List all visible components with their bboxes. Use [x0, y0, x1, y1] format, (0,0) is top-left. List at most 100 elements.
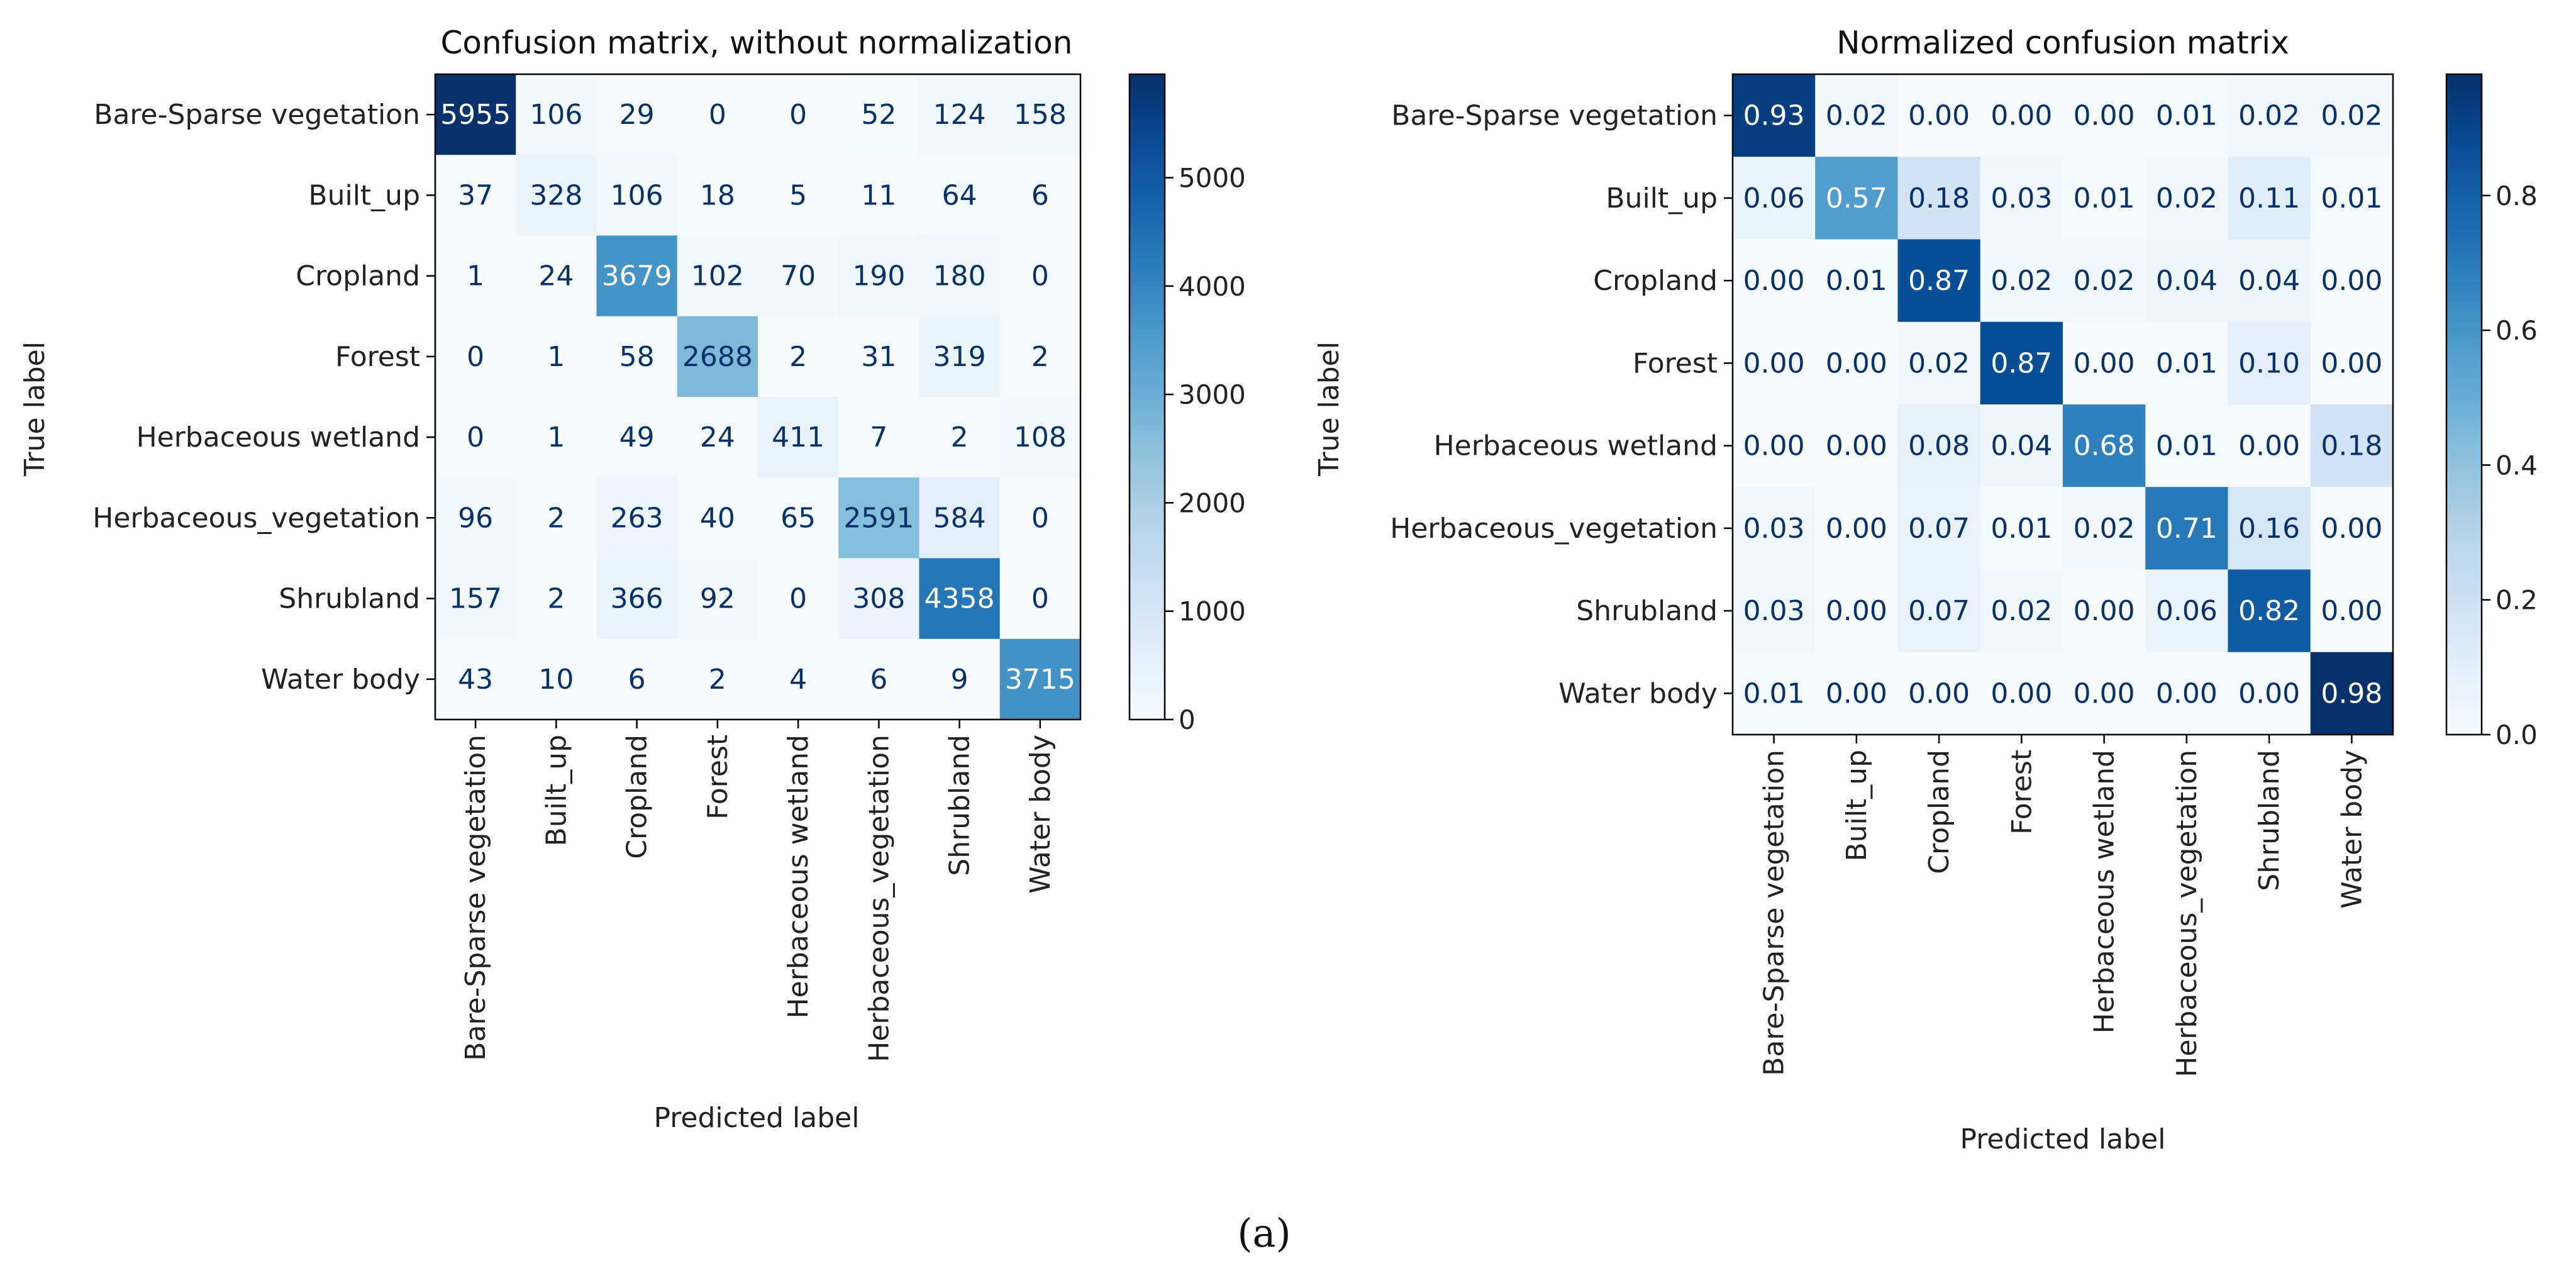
heatmap-cell [2310, 487, 2394, 570]
cell-value-label: 106 [530, 99, 582, 131]
heatmap-cell [2310, 569, 2394, 653]
cell-value-label: 0 [789, 99, 807, 131]
heatmap-cell [758, 397, 839, 478]
y-tick-label: Herbaceous wetland [136, 421, 420, 453]
cell-value-label: 0.06 [2156, 595, 2218, 627]
heatmap-cell [919, 316, 1001, 397]
heatmap-cell [677, 235, 758, 317]
cell-value-label: 92 [700, 583, 735, 615]
colorbar: 0.0 0.2 0.4 0.6 0.8 [2445, 73, 2538, 750]
heatmap-cell [1815, 321, 1899, 405]
heatmap-cell [919, 558, 1001, 640]
cell-value-label: 0.10 [2238, 347, 2300, 379]
y-tick-label: Built_up [308, 179, 420, 211]
x-tick-label: Herbaceous wetland [782, 735, 814, 1018]
cell-value-label: 0.02 [1908, 347, 1970, 379]
heatmap-cell [999, 235, 1081, 317]
x-axis-title: Predicted label [654, 1102, 860, 1134]
heatmap-cell [758, 558, 839, 640]
heatmap-cell [435, 638, 516, 720]
heatmap-cell [2063, 569, 2146, 653]
heatmap-cell [2063, 404, 2146, 487]
heatmap-cell [919, 638, 1001, 720]
heatmap-cell [838, 638, 920, 720]
x-tick-label: Herbaceous wetland [2089, 750, 2121, 1033]
heatmap-cell [1815, 74, 1899, 157]
heatmap-cell [1980, 157, 2063, 240]
heatmap-cell [838, 155, 920, 236]
heatmap-cell [1897, 569, 1981, 653]
cell-value-label: 10 [538, 664, 574, 696]
heatmap-cell [2063, 652, 2146, 735]
heatmap-cell [1897, 404, 1981, 487]
x-tick-label: Shrubland [2253, 750, 2285, 891]
cell-value-label: 0.02 [2321, 100, 2382, 132]
heatmap-cell [2063, 321, 2146, 405]
heatmap-cell [435, 235, 516, 317]
y-tick-label: Bare-Sparse vegetation [1391, 100, 1718, 132]
cell-value-label: 0.71 [2156, 513, 2218, 545]
cell-value-label: 4358 [924, 583, 995, 615]
heatmap-cell [596, 316, 678, 397]
chart-title: Confusion matrix, without normalization [441, 25, 1073, 61]
cell-value-label: 0.00 [2156, 677, 2218, 709]
cell-value-label: 0.06 [1743, 182, 1805, 214]
colorbar-tick-label: 0.6 [2496, 315, 2538, 346]
heatmap-cell [999, 74, 1081, 155]
colorbar-tick-label: 0.0 [2496, 720, 2538, 750]
heatmap-cell [596, 155, 678, 236]
cell-value-label: 1 [467, 260, 484, 292]
cell-value-label: 366 [611, 583, 663, 615]
x-tick-label: Shrubland [944, 735, 976, 876]
heatmap-cell [2228, 652, 2311, 735]
cell-value-label: 180 [933, 260, 986, 292]
cell-value-label: 96 [458, 502, 493, 534]
cell-value-label: 0.00 [2238, 430, 2300, 462]
cell-value-label: 106 [611, 179, 663, 211]
heatmap-cell [1897, 321, 1981, 405]
cell-value-label: 0 [467, 421, 484, 453]
cell-value-label: 0.00 [1743, 265, 1805, 297]
heatmap-cell [1733, 239, 1816, 323]
cell-value-label: 0.01 [2156, 347, 2218, 379]
cell-value-label: 157 [449, 583, 502, 615]
cell-value-label: 2591 [843, 502, 914, 534]
heatmap-cell [838, 558, 920, 640]
cell-value-label: 0.02 [2238, 100, 2300, 132]
cell-value-label: 43 [458, 664, 493, 696]
cell-value-label: 0.57 [1826, 182, 1887, 214]
confusion-matrix-normalized-chart: Normalized confusion matrix Predicted la… [1313, 25, 2538, 1155]
heatmap-cell [2228, 321, 2311, 405]
cell-value-label: 124 [933, 99, 986, 131]
heatmap-cell [838, 477, 920, 559]
cell-value-label: 0.16 [2238, 513, 2300, 545]
cell-value-label: 2 [547, 583, 565, 615]
cell-value-label: 0.11 [2238, 182, 2300, 214]
x-tick-label: Herbaceous_vegetation [2171, 750, 2203, 1077]
cell-value-label: 0.00 [2238, 677, 2300, 709]
cell-value-label: 0.01 [1990, 513, 2052, 545]
cell-value-label: 0.07 [1908, 513, 1970, 545]
cell-value-label: 0.00 [1743, 430, 1805, 462]
heatmap-cell [758, 638, 839, 720]
cell-value-label: 29 [619, 99, 655, 131]
heatmap-cell [1815, 239, 1899, 323]
cell-value-label: 0 [789, 583, 807, 615]
heatmap-cell [1733, 569, 1816, 653]
cell-value-label: 0.04 [2238, 265, 2300, 297]
heatmap-cell [1733, 652, 1816, 735]
heatmap-cell [1733, 321, 1816, 405]
heatmap-cell [838, 74, 920, 155]
cell-value-label: 18 [700, 179, 735, 211]
y-tick-label: Water body [261, 664, 420, 696]
figure-caption: (a) [1237, 1210, 1291, 1256]
cell-value-label: 0.00 [2321, 347, 2382, 379]
heatmap-cell [1897, 239, 1981, 323]
cell-value-label: 108 [1014, 421, 1067, 453]
cell-value-label: 102 [691, 260, 744, 292]
heatmap-cell [1980, 74, 2063, 157]
heatmap-cell [758, 316, 839, 397]
cell-value-label: 58 [619, 341, 655, 373]
heatmap-cell [1980, 239, 2063, 323]
y-tick-label: Built_up [1606, 182, 1718, 214]
